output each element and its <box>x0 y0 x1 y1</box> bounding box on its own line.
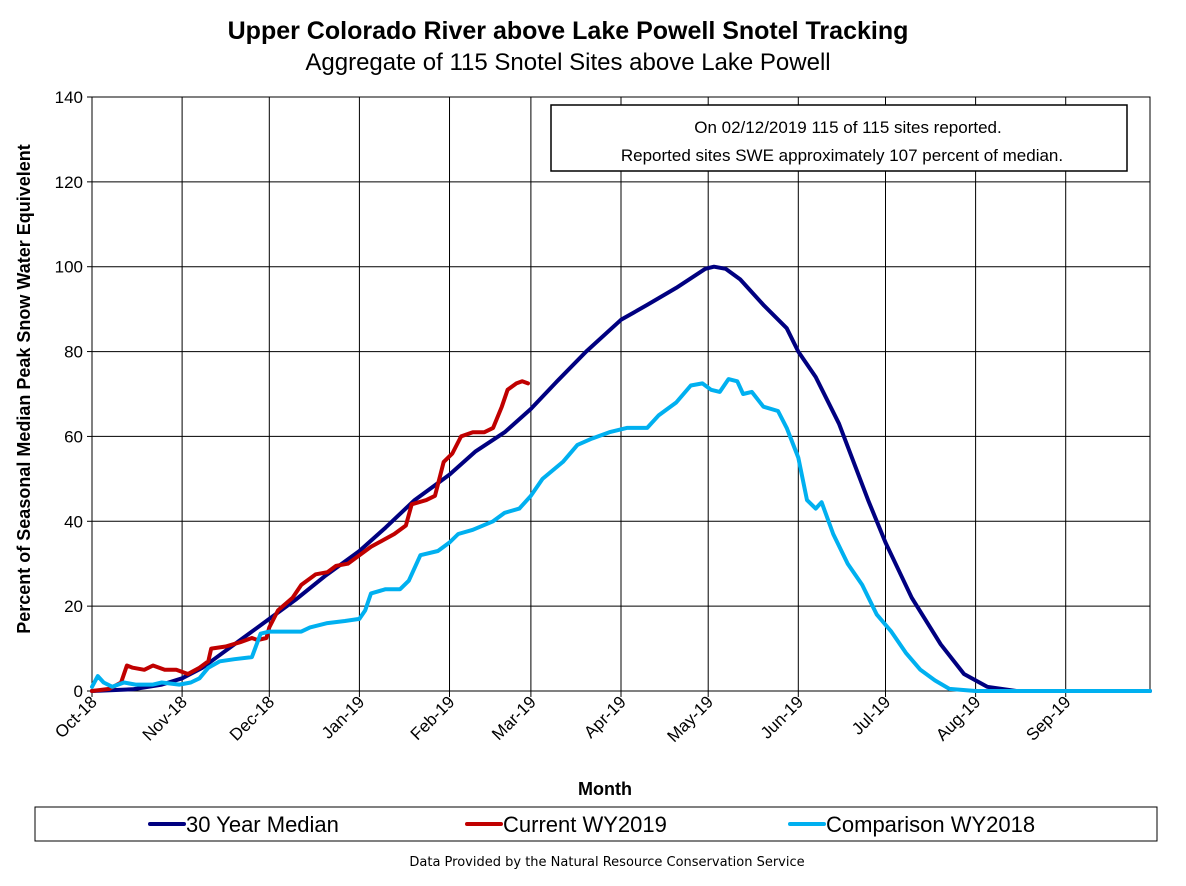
legend: 30 Year Median Current WY2019 Comparison W… <box>34 806 1158 842</box>
annotation-border <box>550 104 1128 172</box>
legend-label-1: Current WY2019 <box>503 812 667 837</box>
y-tick-label: 120 <box>55 173 83 192</box>
chart-title: Upper Colorado River above Lake Powell S… <box>228 17 909 45</box>
legend-border <box>34 806 1158 842</box>
chart-subtitle: Aggregate of 115 Snotel Sites above Lake… <box>305 49 830 76</box>
legend-label-2: Comparison WY2018 <box>826 812 1035 837</box>
annotation-line-1: On 02/12/2019 115 of 115 sites reported. <box>694 118 1001 137</box>
gridlines <box>92 97 1150 691</box>
y-tick-label: 140 <box>55 88 83 107</box>
series-line-2 <box>90 377 1152 693</box>
y-tick-label: 20 <box>64 597 83 616</box>
annotation-line-2: Reported sites SWE approximately 107 per… <box>621 146 1063 165</box>
y-tick-label: 100 <box>55 258 83 277</box>
y-tick-label: 60 <box>64 427 83 446</box>
y-tick-label: 40 <box>64 512 83 531</box>
footer-credit: Data Provided by the Natural Resource Co… <box>409 855 804 870</box>
series-lines <box>90 264 1152 693</box>
y-axis-ticks: 0 20 40 60 80 100 120 140 <box>55 88 92 701</box>
x-axis-label: Month <box>578 779 632 799</box>
series-line-1 <box>90 379 530 693</box>
annotation-box: On 02/12/2019 115 of 115 sites reported.… <box>550 104 1128 172</box>
y-tick-label: 0 <box>74 682 83 701</box>
series-line-0 <box>90 264 1152 693</box>
y-axis-label: Percent of Seasonal Median Peak Snow Wat… <box>14 144 34 633</box>
y-tick-label: 80 <box>64 343 83 362</box>
legend-label-0: 30 Year Median <box>186 812 339 837</box>
